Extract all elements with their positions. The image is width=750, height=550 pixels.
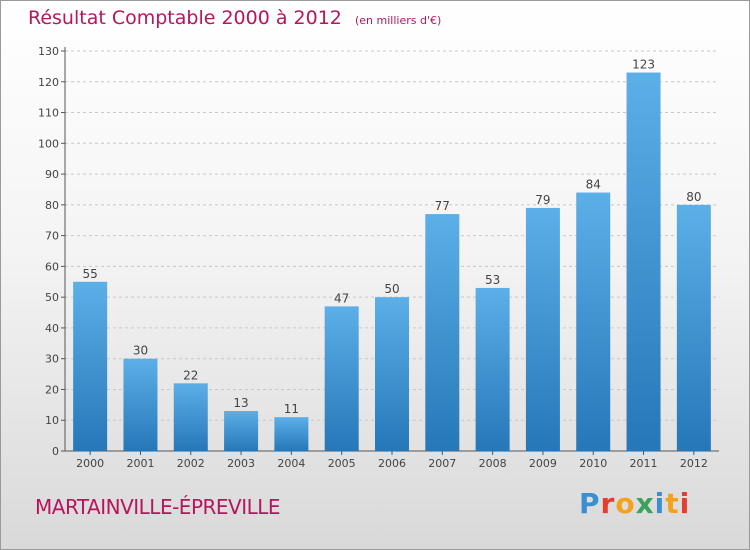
bar (375, 297, 409, 451)
data-labels: 55 30 22 13 11 47 50 77 53 79 84 123 80 (83, 58, 702, 417)
x-tick-label: 2006 (378, 457, 406, 470)
y-tick-label: 90 (45, 168, 59, 181)
bar (123, 358, 158, 451)
data-label: 50 (384, 282, 399, 296)
x-tick-label: 2003 (227, 457, 255, 470)
y-tick-label: 50 (45, 291, 59, 304)
y-tick-label: 20 (45, 383, 59, 396)
data-label: 53 (485, 273, 500, 287)
logo-letter: t (665, 487, 680, 520)
y-tick-label: 110 (38, 107, 59, 120)
bar (676, 204, 711, 451)
x-tick-label: 2000 (76, 457, 104, 470)
x-tick-label: 2008 (479, 457, 507, 470)
y-tick-label: 30 (45, 353, 59, 366)
bar (73, 281, 108, 451)
bar (626, 72, 661, 452)
bar (475, 287, 510, 451)
data-label: 80 (686, 190, 701, 204)
x-tick-label: 2007 (428, 457, 456, 470)
y-tick-label: 10 (45, 414, 59, 427)
logo-letter: o (615, 487, 636, 520)
y-tick-label: 100 (38, 137, 59, 150)
data-label: 123 (632, 58, 655, 72)
data-label: 11 (284, 402, 299, 416)
bar (274, 417, 309, 451)
bar (576, 192, 611, 452)
bars (73, 72, 711, 452)
data-label: 13 (233, 396, 248, 410)
data-label: 79 (535, 193, 550, 207)
bar (324, 306, 359, 451)
y-tick-label: 60 (45, 260, 59, 273)
logo-letter: i (679, 487, 691, 520)
data-label: 30 (133, 344, 148, 358)
x-tick-label: 2010 (579, 457, 607, 470)
y-tick-label: 70 (45, 230, 59, 243)
data-label: 47 (334, 291, 349, 305)
data-label: 22 (183, 368, 198, 382)
bar (425, 214, 460, 451)
x-tick-label: 2012 (680, 457, 708, 470)
chart-subtitle: (en milliers d'€) (354, 14, 442, 27)
x-tick-label: 2009 (529, 457, 557, 470)
x-tick-label: 2005 (328, 457, 356, 470)
y-tick-label: 40 (45, 322, 59, 335)
chart-title: Résultat Comptable 2000 à 2012 (28, 7, 342, 29)
x-tick-label: 2002 (177, 457, 205, 470)
data-label: 84 (586, 178, 601, 192)
logo-letter: P (579, 487, 601, 520)
logo-letter: i (654, 487, 666, 520)
x-tick-label: 2001 (126, 457, 154, 470)
bar (224, 411, 259, 451)
x-tick-label: 2004 (277, 457, 305, 470)
proxiti-logo: Proxiti (579, 487, 690, 520)
logo-letter: r (600, 487, 616, 520)
y-tick-label: 120 (38, 76, 59, 89)
logo-letter: x (635, 487, 655, 520)
data-label: 55 (83, 267, 98, 281)
data-label: 77 (435, 199, 450, 213)
municipality-name: MARTAINVILLE-ÉPREVILLE (35, 495, 281, 519)
y-tick-label: 130 (38, 45, 59, 58)
y-tick-label: 0 (52, 445, 59, 458)
bar (525, 207, 560, 451)
title-row: Résultat Comptable 2000 à 2012 (en milli… (28, 7, 441, 29)
y-tick-label: 80 (45, 199, 59, 212)
x-tick-label: 2011 (630, 457, 658, 470)
bar (173, 383, 208, 451)
